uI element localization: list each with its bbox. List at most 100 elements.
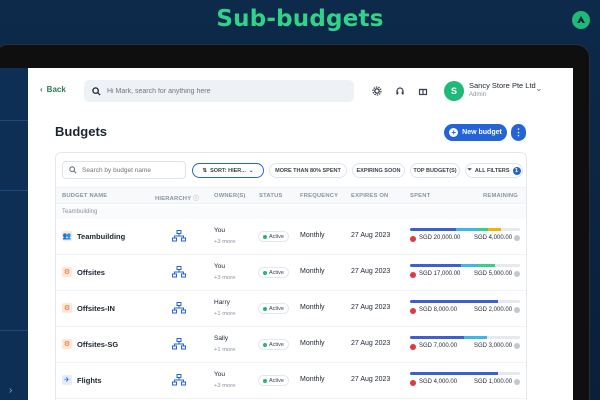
info-icon[interactable] bbox=[514, 343, 520, 349]
th-owners: OWNER(S) bbox=[214, 193, 246, 199]
hierarchy-icon[interactable] bbox=[172, 337, 186, 355]
budget-name[interactable]: Flights bbox=[77, 376, 102, 385]
all-filters-button[interactable]: ⏷ ALL FILTERS 1 bbox=[465, 163, 523, 178]
chip-more-than-80[interactable]: MORE THAN 80% SPENT bbox=[269, 163, 347, 178]
category-icon: 👥 bbox=[62, 231, 72, 241]
sg-flag-icon bbox=[410, 236, 416, 242]
th-name[interactable]: BUDGET NAME bbox=[62, 193, 108, 199]
global-search[interactable] bbox=[84, 80, 354, 102]
th-expires[interactable]: EXPIRES ON bbox=[351, 193, 389, 199]
org-name: Sancy Store Pte Ltd bbox=[469, 81, 536, 90]
budget-name[interactable]: Offsites bbox=[77, 268, 105, 277]
avatar[interactable]: S bbox=[444, 81, 464, 101]
budgets-card: ⇅ SORT: HIER... ⌄ MORE THAN 80% SPENT EX… bbox=[55, 152, 527, 400]
sg-flag-icon bbox=[410, 308, 416, 314]
expand-chevron-icon[interactable]: › bbox=[9, 385, 13, 396]
progress-segment bbox=[410, 228, 456, 231]
more-owners[interactable]: +3 more bbox=[214, 239, 236, 245]
owner: You bbox=[214, 263, 225, 270]
chip-expiring-soon[interactable]: EXPIRING SOON bbox=[352, 163, 405, 178]
headset-icon[interactable] bbox=[391, 82, 409, 100]
budget-name[interactable]: Teambuilding bbox=[77, 232, 126, 241]
progress-segment bbox=[487, 228, 502, 231]
expires-on: 27 Aug 2023 bbox=[351, 304, 391, 311]
back-button[interactable]: ‹ Back bbox=[40, 85, 66, 94]
remaining-amount: SGD 3,000.00 bbox=[474, 343, 513, 349]
spent-amount: SGD 4,000.00 bbox=[419, 379, 458, 385]
expires-on: 27 Aug 2023 bbox=[351, 376, 391, 383]
spent-progress-bar bbox=[410, 264, 520, 267]
hierarchy-icon[interactable] bbox=[172, 229, 186, 247]
status-dot bbox=[263, 270, 267, 275]
th-remaining[interactable]: REMAINING bbox=[483, 193, 518, 199]
info-icon[interactable]: ⓘ bbox=[192, 196, 199, 202]
table-row[interactable]: ⚙ Offsites-SG Sally +1 more Active Month… bbox=[56, 327, 526, 363]
progress-segment bbox=[478, 228, 488, 231]
spent-progress-bar bbox=[410, 300, 520, 303]
hierarchy-icon[interactable] bbox=[172, 373, 186, 391]
progress-segment bbox=[460, 264, 478, 267]
chevron-down-icon[interactable]: ⌄ bbox=[535, 83, 543, 93]
more-owners[interactable]: +1 more bbox=[214, 347, 236, 353]
spent-progress-bar bbox=[410, 336, 520, 339]
sg-flag-icon bbox=[410, 344, 416, 350]
search-icon bbox=[69, 166, 77, 174]
status-label: Active bbox=[269, 305, 284, 312]
status-badge: Active bbox=[258, 303, 289, 314]
sort-dropdown[interactable]: ⇅ SORT: HIER... ⌄ bbox=[192, 163, 264, 178]
frequency: Monthly bbox=[300, 376, 325, 383]
table-row[interactable]: 👥 Teambuilding You +3 more Active Monthl… bbox=[56, 219, 526, 255]
more-owners[interactable]: +3 more bbox=[214, 383, 236, 389]
more-owners[interactable]: +1 more bbox=[214, 311, 236, 317]
filter-row: ⇅ SORT: HIER... ⌄ MORE THAN 80% SPENT EX… bbox=[62, 161, 523, 181]
sg-flag-icon bbox=[410, 272, 416, 278]
th-hierarchy: HIERARCHY ⓘ bbox=[155, 193, 199, 202]
budget-search-input[interactable] bbox=[82, 166, 182, 174]
progress-segment bbox=[410, 264, 461, 267]
hierarchy-icon[interactable] bbox=[172, 301, 186, 319]
spent-amount: SGD 17,000.00 bbox=[419, 271, 461, 277]
info-icon[interactable] bbox=[514, 235, 520, 241]
app-screen: ‹ Back S Sancy Store Pte Ltd Admin ⌄ Bud… bbox=[28, 68, 573, 400]
budget-name[interactable]: Offsites-SG bbox=[77, 340, 119, 349]
budget-name[interactable]: Offsites-IN bbox=[77, 304, 115, 313]
more-options-button[interactable]: ⋮ bbox=[511, 124, 526, 141]
frequency: Monthly bbox=[300, 268, 325, 275]
spent-amount: SGD 7,000.00 bbox=[419, 343, 458, 349]
new-budget-button[interactable]: + New budget bbox=[444, 124, 507, 141]
status-badge: Active bbox=[258, 231, 289, 242]
search-icon bbox=[92, 86, 101, 96]
org-role: Admin bbox=[469, 92, 487, 98]
chip-top-budgets[interactable]: TOP BUDGET(S) bbox=[410, 163, 460, 178]
back-label: Back bbox=[46, 85, 66, 94]
progress-segment bbox=[410, 372, 498, 375]
spent-progress-bar bbox=[410, 372, 520, 375]
more-owners[interactable]: +3 more bbox=[214, 275, 236, 281]
expires-on: 27 Aug 2023 bbox=[351, 232, 391, 239]
all-filters-label: ALL FILTERS bbox=[474, 167, 510, 174]
status-dot bbox=[263, 342, 267, 347]
info-icon[interactable] bbox=[514, 307, 520, 313]
gear-icon[interactable] bbox=[368, 82, 386, 100]
table-row[interactable]: ⚙ Offsites You +3 more Active Monthly 27… bbox=[56, 255, 526, 291]
th-spent[interactable]: SPENT bbox=[410, 193, 431, 199]
group-label: Teambuilding bbox=[56, 206, 526, 219]
table-row[interactable]: ⚙ Offsites-IN Harry +1 more Active Month… bbox=[56, 291, 526, 327]
global-search-input[interactable] bbox=[107, 87, 327, 95]
category-icon: ⚙ bbox=[62, 303, 72, 313]
remaining-amount: SGD 1,000.00 bbox=[474, 379, 513, 385]
hierarchy-icon[interactable] bbox=[172, 265, 186, 283]
owner: Harry bbox=[214, 299, 230, 306]
status-badge: Active bbox=[258, 267, 289, 278]
expires-on: 27 Aug 2023 bbox=[351, 340, 391, 347]
owner: You bbox=[214, 371, 225, 378]
sidebar-collapsed: › bbox=[0, 68, 28, 400]
table-row[interactable]: ✈ Flights You +3 more Active Monthly 27 … bbox=[56, 363, 526, 399]
info-icon[interactable] bbox=[514, 379, 520, 385]
progress-segment bbox=[455, 228, 479, 231]
budget-search[interactable] bbox=[62, 161, 186, 179]
gift-icon[interactable] bbox=[414, 82, 432, 100]
expires-on: 27 Aug 2023 bbox=[351, 268, 391, 275]
info-icon[interactable] bbox=[514, 271, 520, 277]
th-hierarchy-label: HIERARCHY bbox=[155, 196, 192, 202]
